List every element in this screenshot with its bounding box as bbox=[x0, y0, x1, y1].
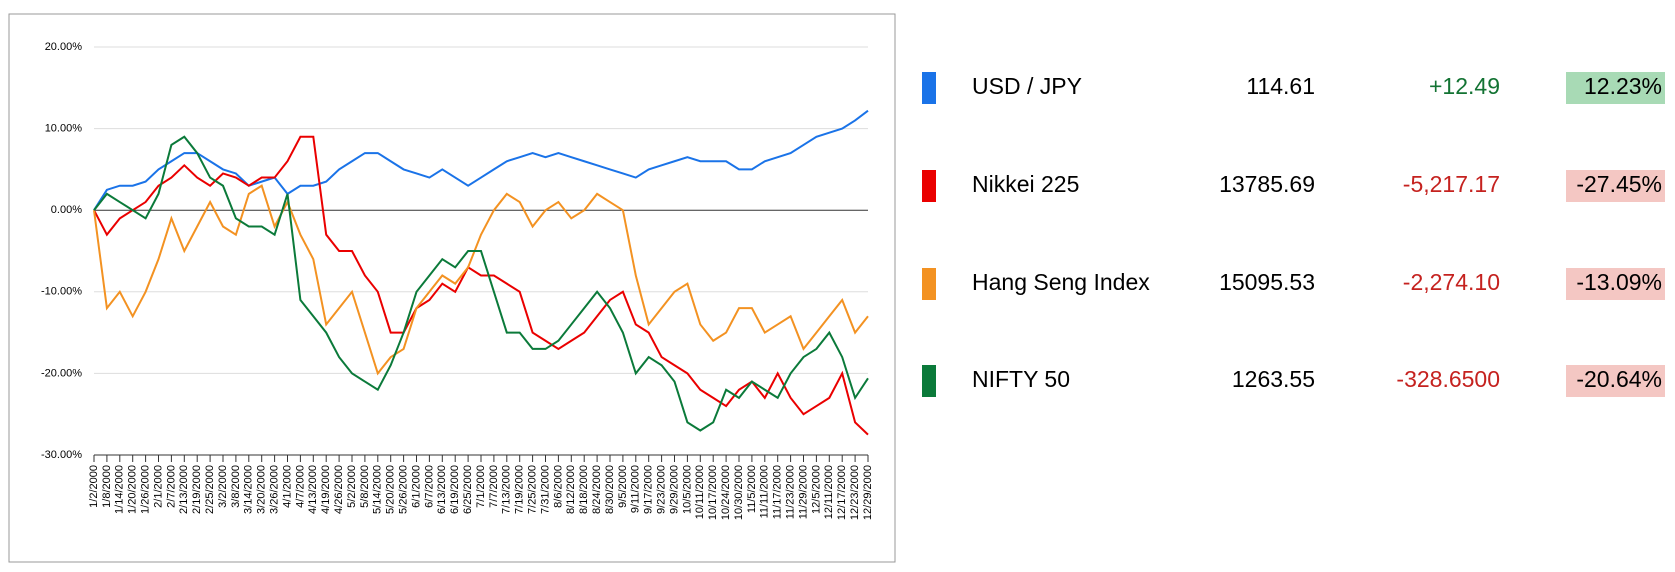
x-tick-label: 2/19/2000 bbox=[191, 465, 203, 514]
x-tick-label: 4/7/2000 bbox=[294, 465, 306, 508]
series-line bbox=[93, 109, 869, 211]
x-tick-label: 2/1/2000 bbox=[152, 465, 164, 508]
legend-label: Nikkei 225 bbox=[972, 171, 1079, 197]
legend-label: Hang Seng Index bbox=[972, 269, 1150, 295]
x-tick-label: 7/1/2000 bbox=[475, 465, 487, 508]
legend-swatch bbox=[922, 268, 936, 300]
x-tick-label: 4/26/2000 bbox=[333, 465, 345, 514]
y-tick-label: -10.00% bbox=[41, 286, 82, 298]
x-tick-label: 7/25/2000 bbox=[527, 465, 539, 514]
percent-bg bbox=[1566, 268, 1665, 300]
series-line bbox=[93, 184, 869, 376]
percent: -13.09% bbox=[1576, 269, 1662, 295]
price: 13785.69 bbox=[1219, 171, 1315, 197]
x-tick-label: 2/13/2000 bbox=[178, 465, 190, 514]
x-tick-label: 9/5/2000 bbox=[617, 465, 629, 508]
x-tick-label: 10/17/2000 bbox=[707, 465, 719, 520]
x-tick-label: 4/13/2000 bbox=[307, 465, 319, 514]
price: 15095.53 bbox=[1219, 269, 1315, 295]
y-tick-label: 0.00% bbox=[51, 204, 82, 216]
series-line bbox=[93, 135, 869, 436]
x-tick-label: 11/29/2000 bbox=[797, 465, 809, 519]
x-tick-label: 10/24/2000 bbox=[720, 465, 732, 520]
x-tick-label: 3/8/2000 bbox=[230, 465, 242, 508]
x-tick-label: 9/23/2000 bbox=[656, 465, 668, 514]
legend-swatch bbox=[922, 365, 936, 397]
x-tick-label: 11/11/2000 bbox=[759, 465, 771, 518]
x-tick-label: 7/7/2000 bbox=[488, 465, 500, 508]
x-tick-label: 1/20/2000 bbox=[127, 465, 139, 514]
chart-frame bbox=[8, 13, 896, 563]
x-tick-label: 7/31/2000 bbox=[539, 465, 551, 514]
x-tick-label: 5/2/2000 bbox=[346, 465, 358, 508]
x-tick-label: 10/5/2000 bbox=[681, 465, 693, 514]
y-tick-label: -20.00% bbox=[41, 367, 82, 379]
x-tick-label: 8/18/2000 bbox=[578, 465, 590, 514]
change: -328.6500 bbox=[1396, 366, 1500, 392]
x-tick-label: 12/17/2000 bbox=[836, 465, 848, 520]
x-tick-label: 7/19/2000 bbox=[514, 465, 526, 514]
x-tick-label: 3/2/2000 bbox=[217, 465, 229, 508]
x-tick-label: 3/14/2000 bbox=[243, 465, 255, 514]
x-tick-label: 5/14/2000 bbox=[372, 465, 384, 514]
x-tick-label: 6/7/2000 bbox=[423, 465, 435, 508]
change: -5,217.17 bbox=[1403, 171, 1500, 197]
x-tick-label: 3/26/2000 bbox=[269, 465, 281, 514]
x-tick-label: 6/19/2000 bbox=[449, 465, 461, 514]
x-tick-label: 11/23/2000 bbox=[785, 465, 797, 519]
percent-bg bbox=[1566, 170, 1665, 202]
x-tick-label: 8/6/2000 bbox=[552, 465, 564, 508]
x-tick-label: 12/11/2000 bbox=[823, 465, 835, 519]
y-tick-label: 10.00% bbox=[45, 123, 83, 135]
x-tick-label: 12/29/2000 bbox=[862, 465, 874, 520]
price: 1263.55 bbox=[1232, 366, 1315, 392]
x-tick-label: 9/17/2000 bbox=[643, 465, 655, 514]
x-tick-label: 5/26/2000 bbox=[398, 465, 410, 514]
x-tick-label: 6/25/2000 bbox=[462, 465, 474, 514]
y-tick-label: -30.00% bbox=[41, 449, 82, 461]
percent-bg bbox=[1566, 365, 1665, 397]
x-tick-label: 1/14/2000 bbox=[114, 465, 126, 514]
x-tick-label: 11/17/2000 bbox=[772, 465, 784, 519]
legend-label: USD / JPY bbox=[972, 73, 1082, 99]
x-tick-label: 6/1/2000 bbox=[410, 465, 422, 508]
x-tick-label: 10/11/2000 bbox=[694, 465, 706, 519]
x-tick-label: 5/8/2000 bbox=[359, 465, 371, 508]
percent-bg bbox=[1566, 72, 1665, 104]
x-tick-label: 8/12/2000 bbox=[565, 465, 577, 514]
x-tick-label: 2/7/2000 bbox=[165, 465, 177, 508]
x-tick-label: 1/2/2000 bbox=[88, 465, 100, 508]
x-tick-label: 7/13/2000 bbox=[501, 465, 513, 514]
percent: -27.45% bbox=[1576, 171, 1662, 197]
x-tick-label: 3/20/2000 bbox=[256, 465, 268, 514]
x-tick-label: 1/8/2000 bbox=[101, 465, 113, 508]
x-tick-label: 2/25/2000 bbox=[204, 465, 216, 514]
y-tick-label: 20.00% bbox=[45, 41, 83, 53]
legend-swatch bbox=[922, 72, 936, 104]
x-tick-label: 11/5/2000 bbox=[746, 465, 758, 513]
percent: 12.23% bbox=[1584, 73, 1662, 99]
price: 114.61 bbox=[1246, 73, 1315, 99]
x-tick-label: 9/11/2000 bbox=[630, 465, 642, 513]
series-line bbox=[93, 135, 869, 432]
change: +12.49 bbox=[1429, 73, 1500, 99]
x-tick-label: 8/24/2000 bbox=[591, 465, 603, 514]
x-tick-label: 1/26/2000 bbox=[140, 465, 152, 514]
change: -2,274.10 bbox=[1403, 269, 1500, 295]
x-tick-label: 6/13/2000 bbox=[436, 465, 448, 514]
x-tick-label: 8/30/2000 bbox=[604, 465, 616, 514]
legend-label: NIFTY 50 bbox=[972, 366, 1070, 392]
x-tick-label: 4/1/2000 bbox=[281, 465, 293, 508]
percent: -20.64% bbox=[1576, 366, 1662, 392]
x-tick-label: 4/19/2000 bbox=[320, 465, 332, 514]
x-tick-label: 5/20/2000 bbox=[385, 465, 397, 514]
legend-swatch bbox=[922, 170, 936, 202]
x-tick-label: 10/30/2000 bbox=[733, 465, 745, 520]
x-tick-label: 12/23/2000 bbox=[849, 465, 861, 520]
x-tick-label: 12/5/2000 bbox=[810, 465, 822, 514]
x-tick-label: 9/29/2000 bbox=[668, 465, 680, 514]
